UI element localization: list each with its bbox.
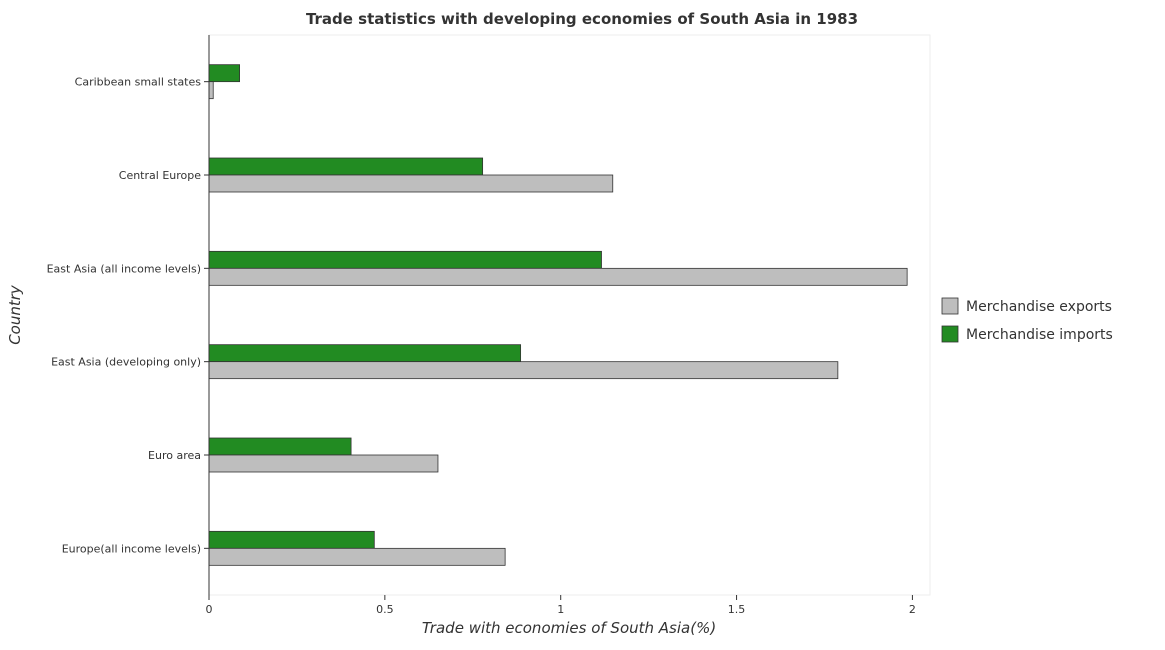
bar-group-caribbean-small-states bbox=[208, 64, 240, 100]
bar-merchandise-exports-europe-all-income-levels bbox=[208, 547, 506, 566]
bar-merchandise-imports-east-asia-developing-only bbox=[208, 344, 522, 363]
bar-merchandise-exports-caribbean-small-states bbox=[208, 81, 214, 100]
bar-merchandise-imports-caribbean-small-states bbox=[208, 64, 240, 83]
chart-title: Trade statistics with developing economi… bbox=[306, 10, 858, 28]
legend-item-merchandise-imports: Merchandise imports bbox=[941, 325, 1113, 343]
y-axis-label: Country bbox=[6, 284, 24, 345]
y-tick-label: Central Europe bbox=[119, 169, 201, 182]
legend-item-merchandise-exports: Merchandise exports bbox=[941, 297, 1112, 315]
x-tick-label: 1.5 bbox=[728, 603, 746, 616]
x-tick-label: 1 bbox=[557, 603, 564, 616]
legend-label: Merchandise imports bbox=[966, 327, 1113, 343]
x-ticks: 0 0.5 1 1.5 2 bbox=[206, 595, 916, 616]
bar-merchandise-exports-euro-area bbox=[208, 454, 439, 473]
y-tick-label: Euro area bbox=[148, 449, 201, 462]
y-tick-label: Caribbean small states bbox=[75, 76, 202, 89]
legend: Merchandise exports Merchandise imports bbox=[941, 297, 1113, 343]
y-tick-label: East Asia (developing only) bbox=[51, 356, 201, 369]
x-tick-label: 2 bbox=[909, 603, 916, 616]
x-tick-label: 0 bbox=[206, 603, 213, 616]
bar-group-central-europe bbox=[208, 157, 614, 193]
x-axis-label: Trade with economies of South Asia(%) bbox=[422, 619, 716, 637]
bar-merchandise-imports-central-europe bbox=[208, 157, 484, 176]
bar-merchandise-exports-central-europe bbox=[208, 174, 614, 193]
y-tick-label: Europe(all income levels) bbox=[62, 542, 201, 555]
bar-merchandise-imports-europe-all-income-levels bbox=[208, 530, 375, 549]
bar-merchandise-imports-east-asia-all-income-levels bbox=[208, 250, 602, 269]
bar-merchandise-exports-east-asia-developing-only bbox=[208, 361, 839, 380]
y-ticks: Caribbean small states Central Europe East… bbox=[47, 76, 209, 555]
legend-swatch bbox=[941, 297, 959, 315]
legend-label: Merchandise exports bbox=[966, 299, 1112, 315]
plot-area bbox=[208, 34, 931, 596]
x-tick-label: 0.5 bbox=[376, 603, 394, 616]
bar-group-east-asia-developing-only bbox=[208, 344, 839, 380]
legend-swatch bbox=[941, 325, 959, 343]
bar-merchandise-imports-euro-area bbox=[208, 437, 352, 456]
bar-merchandise-exports-east-asia-all-income-levels bbox=[208, 267, 908, 286]
y-tick-label: East Asia (all income levels) bbox=[47, 262, 201, 275]
